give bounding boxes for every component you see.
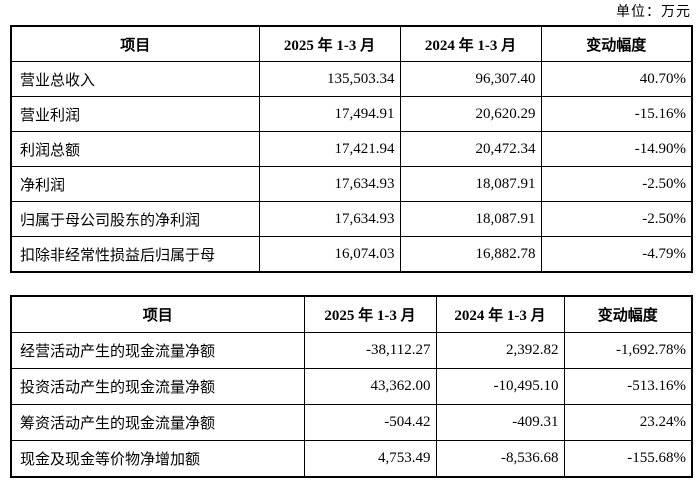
value-cell: 4,753.49: [303, 440, 437, 478]
table-row: 营业总收入 135,503.34 96,307.40 40.70%: [10, 61, 693, 97]
table-row: 筹资活动产生的现金流量净额 -504.42 -409.31 23.24%: [10, 404, 693, 441]
value-cell: -38,112.27: [303, 332, 437, 369]
cashflow-summary-table: 项目 2025 年 1-3 月 2024 年 1-3 月 变动幅度 经营活动产生…: [10, 295, 693, 478]
value-cell: 23.24%: [563, 404, 693, 441]
table-row: 净利润 17,634.93 18,087.91 -2.50%: [10, 166, 693, 202]
table-header-row: 项目 2025 年 1-3 月 2024 年 1-3 月 变动幅度: [10, 295, 693, 333]
value-cell: -2.50%: [540, 201, 693, 237]
value-cell: 20,472.34: [399, 131, 542, 167]
row-label-cell: 投资活动产生的现金流量净额: [10, 368, 305, 405]
column-header-2025: 2025 年 1-3 月: [258, 25, 401, 62]
value-cell: -1,692.78%: [563, 332, 693, 369]
value-cell: 96,307.40: [399, 61, 542, 97]
value-cell: -8,536.68: [435, 440, 565, 478]
column-header-2024: 2024 年 1-3 月: [435, 295, 565, 333]
value-cell: 20,620.29: [399, 96, 542, 132]
table-row: 现金及现金等价物净增加额 4,753.49 -8,536.68 -155.68%: [10, 440, 693, 478]
value-cell: 16,882.78: [399, 236, 542, 273]
value-cell: -2.50%: [540, 166, 693, 202]
value-cell: 135,503.34: [258, 61, 401, 97]
value-cell: 17,634.93: [258, 166, 401, 202]
column-header-2024: 2024 年 1-3 月: [399, 25, 542, 62]
table-row: 归属于母公司股东的净利润 17,634.93 18,087.91 -2.50%: [10, 201, 693, 237]
column-header-change: 变动幅度: [540, 25, 693, 62]
value-cell: 40.70%: [540, 61, 693, 97]
table-row: 扣除非经常性损益后归属于母 16,074.03 16,882.78 -4.79%: [10, 236, 693, 273]
value-cell: 2,392.82: [435, 332, 565, 369]
row-label-cell: 筹资活动产生的现金流量净额: [10, 404, 305, 441]
table-row: 投资活动产生的现金流量净额 43,362.00 -10,495.10 -513.16%: [10, 368, 693, 405]
value-cell: -504.42: [303, 404, 437, 441]
value-cell: 17,421.94: [258, 131, 401, 167]
value-cell: 18,087.91: [399, 166, 542, 202]
value-cell: 17,634.93: [258, 201, 401, 237]
column-header-2025: 2025 年 1-3 月: [303, 295, 437, 333]
table-row: 经营活动产生的现金流量净额 -38,112.27 2,392.82 -1,692.78…: [10, 332, 693, 369]
column-header-item: 项目: [10, 295, 305, 333]
value-cell: 17,494.91: [258, 96, 401, 132]
table-row: 营业利润 17,494.91 20,620.29 -15.16%: [10, 96, 693, 132]
income-summary-table: 项目 2025 年 1-3 月 2024 年 1-3 月 变动幅度 营业总收入 1…: [10, 25, 693, 273]
unit-label: 单位：万元: [616, 5, 691, 20]
value-cell: -513.16%: [563, 368, 693, 405]
row-label-cell: 营业利润: [10, 96, 260, 132]
column-header-item: 项目: [10, 25, 260, 62]
row-label-cell: 现金及现金等价物净增加额: [10, 440, 305, 478]
value-cell: -14.90%: [540, 131, 693, 167]
table-header-row: 项目 2025 年 1-3 月 2024 年 1-3 月 变动幅度: [10, 25, 693, 62]
row-label-cell: 扣除非经常性损益后归属于母: [10, 236, 260, 273]
cashflow-table-body: 经营活动产生的现金流量净额 -38,112.27 2,392.82 -1,692.78…: [10, 332, 693, 478]
row-label-cell: 营业总收入: [10, 61, 260, 97]
table-row: 利润总额 17,421.94 20,472.34 -14.90%: [10, 131, 693, 167]
value-cell: 16,074.03: [258, 236, 401, 273]
value-cell: 18,087.91: [399, 201, 542, 237]
column-header-change: 变动幅度: [563, 295, 693, 333]
value-cell: 43,362.00: [303, 368, 437, 405]
value-cell: -409.31: [435, 404, 565, 441]
value-cell: -10,495.10: [435, 368, 565, 405]
row-label-cell: 利润总额: [10, 131, 260, 167]
value-cell: -155.68%: [563, 440, 693, 478]
value-cell: -4.79%: [540, 236, 693, 273]
row-label-cell: 归属于母公司股东的净利润: [10, 201, 260, 237]
row-label-cell: 净利润: [10, 166, 260, 202]
income-table-body: 营业总收入 135,503.34 96,307.40 40.70% 营业利润 17,494…: [10, 61, 693, 273]
value-cell: -15.16%: [540, 96, 693, 132]
row-label-cell: 经营活动产生的现金流量净额: [10, 332, 305, 369]
